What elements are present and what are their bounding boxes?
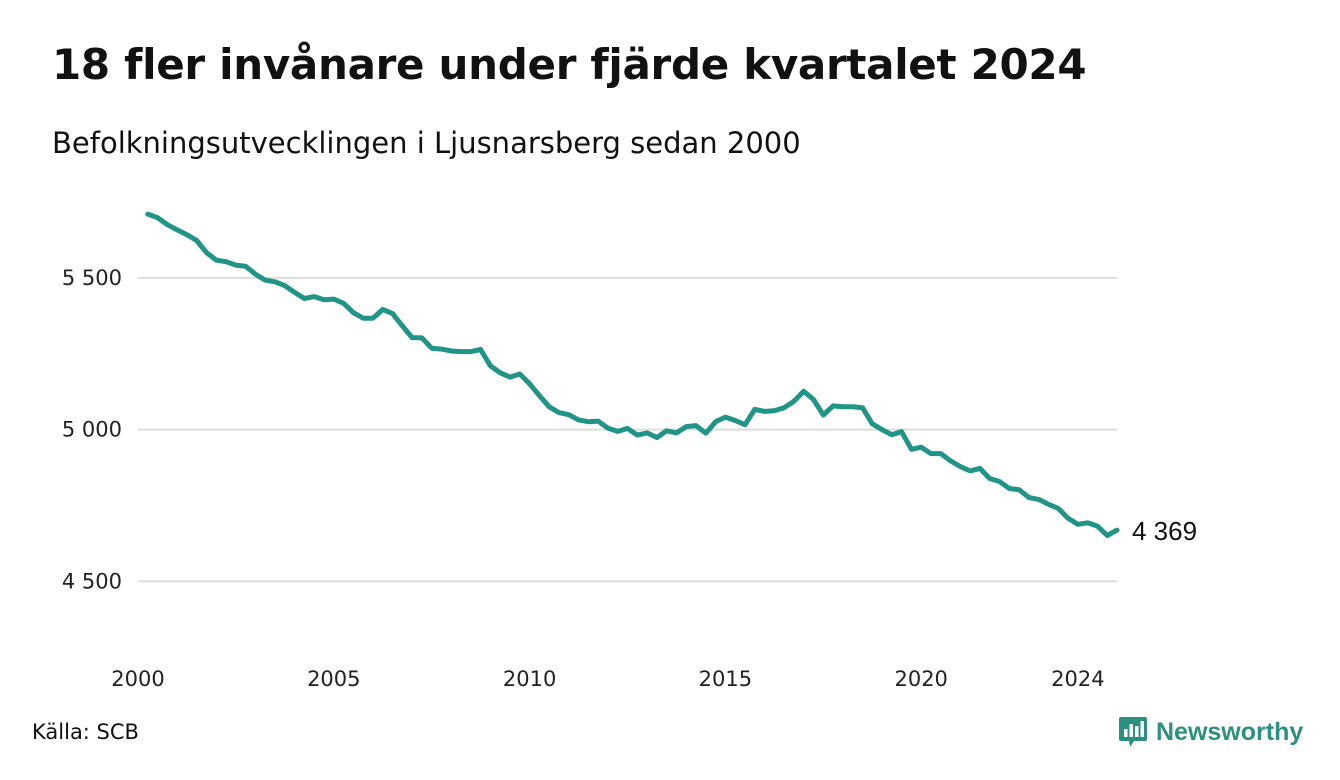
x-axis-tick-labels: 2000 2005 2010 2015 2020 2024 [111, 667, 1104, 691]
x-tick-label: 2000 [111, 667, 164, 691]
series-line-group [145, 211, 1120, 538]
chart-subtitle: Befolkningsutvecklingen i Ljusnarsberg s… [52, 126, 801, 160]
x-tick-label: 2020 [894, 667, 947, 691]
end-value-label-group: 4 369 [1132, 516, 1197, 546]
y-tick-label: 5 000 [62, 418, 122, 442]
source-note: Källa: SCB [32, 720, 139, 744]
x-tick-label: 2010 [503, 667, 556, 691]
y-tick-label: 4 500 [62, 569, 122, 593]
chart-title: 18 fler invånare under fjärde kvartalet … [52, 40, 1087, 89]
x-tick-label: 2015 [699, 667, 752, 691]
x-tick-label: 2005 [307, 667, 360, 691]
x-tick-label: 2024 [1051, 667, 1104, 691]
y-tick-label: 5 500 [62, 266, 122, 290]
brand-name: Newsworthy [1156, 717, 1304, 746]
brand-logo-block: Newsworthy [1118, 712, 1303, 752]
y-axis-tick-labels: 4 500 5 000 5 500 [62, 266, 122, 594]
population-line [145, 211, 1120, 538]
end-value-label: 4 369 [1132, 516, 1197, 546]
newsworthy-chart-logo-icon [1119, 717, 1147, 747]
